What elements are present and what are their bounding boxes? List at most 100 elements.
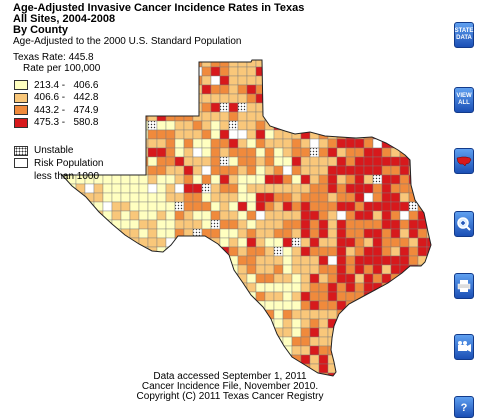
county-cell[interactable]	[102, 309, 113, 320]
county-cell[interactable]	[336, 264, 347, 275]
county-cell[interactable]	[102, 219, 113, 230]
county-cell[interactable]	[390, 228, 401, 239]
county-cell[interactable]	[228, 273, 239, 284]
county-cell[interactable]	[120, 210, 131, 221]
county-cell[interactable]	[426, 246, 436, 257]
county-cell[interactable]	[300, 228, 311, 239]
county-cell[interactable]	[273, 327, 284, 338]
county-cell[interactable]	[426, 237, 436, 248]
county-cell[interactable]	[120, 345, 131, 356]
county-cell[interactable]	[183, 291, 194, 302]
county-cell[interactable]	[363, 174, 374, 185]
county-cell[interactable]	[381, 84, 392, 95]
county-cell[interactable]	[183, 300, 194, 311]
county-cell[interactable]	[183, 174, 194, 185]
county-cell[interactable]	[399, 363, 410, 374]
county-cell[interactable]	[147, 327, 158, 338]
county-cell[interactable]	[372, 174, 383, 185]
county-cell[interactable]	[58, 192, 68, 203]
county-cell[interactable]	[111, 318, 122, 329]
county-cell[interactable]	[201, 336, 212, 347]
county-cell[interactable]	[138, 147, 149, 158]
county-cell[interactable]	[318, 138, 329, 149]
county-cell[interactable]	[210, 120, 221, 131]
county-cell[interactable]	[201, 93, 212, 104]
county-cell[interactable]	[111, 58, 122, 68]
county-cell[interactable]	[345, 363, 356, 374]
county-cell[interactable]	[147, 318, 158, 329]
county-cell[interactable]	[291, 66, 302, 77]
county-cell[interactable]	[372, 246, 383, 257]
county-cell[interactable]	[120, 291, 131, 302]
county-cell[interactable]	[246, 129, 257, 140]
county-cell[interactable]	[273, 345, 284, 356]
county-cell[interactable]	[282, 93, 293, 104]
county-cell[interactable]	[237, 66, 248, 77]
county-cell[interactable]	[84, 255, 95, 266]
county-cell[interactable]	[147, 336, 158, 347]
county-cell[interactable]	[354, 228, 365, 239]
county-cell[interactable]	[58, 327, 68, 338]
county-cell[interactable]	[228, 201, 239, 212]
county-cell[interactable]	[399, 66, 410, 77]
county-cell[interactable]	[327, 165, 338, 176]
county-cell[interactable]	[237, 309, 248, 320]
county-cell[interactable]	[408, 309, 419, 320]
county-cell[interactable]	[291, 300, 302, 311]
county-cell[interactable]	[102, 183, 113, 194]
county-cell[interactable]	[138, 75, 149, 86]
county-cell[interactable]	[327, 58, 338, 68]
county-cell[interactable]	[327, 120, 338, 131]
county-cell[interactable]	[282, 192, 293, 203]
county-cell[interactable]	[192, 165, 203, 176]
county-cell[interactable]	[381, 372, 392, 382]
county-cell[interactable]	[165, 354, 176, 365]
county-cell[interactable]	[381, 219, 392, 230]
county-cell[interactable]	[354, 264, 365, 275]
county-cell[interactable]	[336, 336, 347, 347]
county-cell[interactable]	[75, 309, 86, 320]
county-cell[interactable]	[183, 219, 194, 230]
county-cell[interactable]	[399, 192, 410, 203]
county-cell[interactable]	[309, 102, 320, 113]
county-cell[interactable]	[327, 138, 338, 149]
county-cell[interactable]	[363, 300, 374, 311]
county-cell[interactable]	[183, 84, 194, 95]
county-cell[interactable]	[156, 237, 167, 248]
county-cell[interactable]	[354, 129, 365, 140]
county-cell[interactable]	[75, 273, 86, 284]
county-cell[interactable]	[156, 228, 167, 239]
county-cell[interactable]	[345, 237, 356, 248]
county-cell[interactable]	[417, 255, 428, 266]
county-cell[interactable]	[228, 255, 239, 266]
county-cell[interactable]	[309, 273, 320, 284]
county-cell[interactable]	[336, 84, 347, 95]
county-cell[interactable]	[129, 165, 140, 176]
county-cell[interactable]	[102, 174, 113, 185]
county-cell[interactable]	[93, 237, 104, 248]
county-cell[interactable]	[174, 111, 185, 122]
county-cell[interactable]	[138, 237, 149, 248]
county-cell[interactable]	[219, 219, 230, 230]
county-cell[interactable]	[408, 327, 419, 338]
county-cell[interactable]	[84, 219, 95, 230]
county-cell[interactable]	[381, 111, 392, 122]
county-cell[interactable]	[246, 282, 257, 293]
county-cell[interactable]	[210, 156, 221, 167]
county-cell[interactable]	[228, 129, 239, 140]
county-cell[interactable]	[300, 192, 311, 203]
county-cell[interactable]	[354, 183, 365, 194]
county-cell[interactable]	[381, 210, 392, 221]
county-cell[interactable]	[399, 372, 410, 382]
county-cell[interactable]	[165, 120, 176, 131]
county-cell[interactable]	[300, 264, 311, 275]
county-cell[interactable]	[210, 264, 221, 275]
county-cell[interactable]	[282, 345, 293, 356]
county-cell[interactable]	[237, 255, 248, 266]
county-cell[interactable]	[381, 309, 392, 320]
county-cell[interactable]	[111, 75, 122, 86]
county-cell[interactable]	[111, 345, 122, 356]
county-cell[interactable]	[327, 273, 338, 284]
county-cell[interactable]	[399, 300, 410, 311]
county-cell[interactable]	[237, 318, 248, 329]
